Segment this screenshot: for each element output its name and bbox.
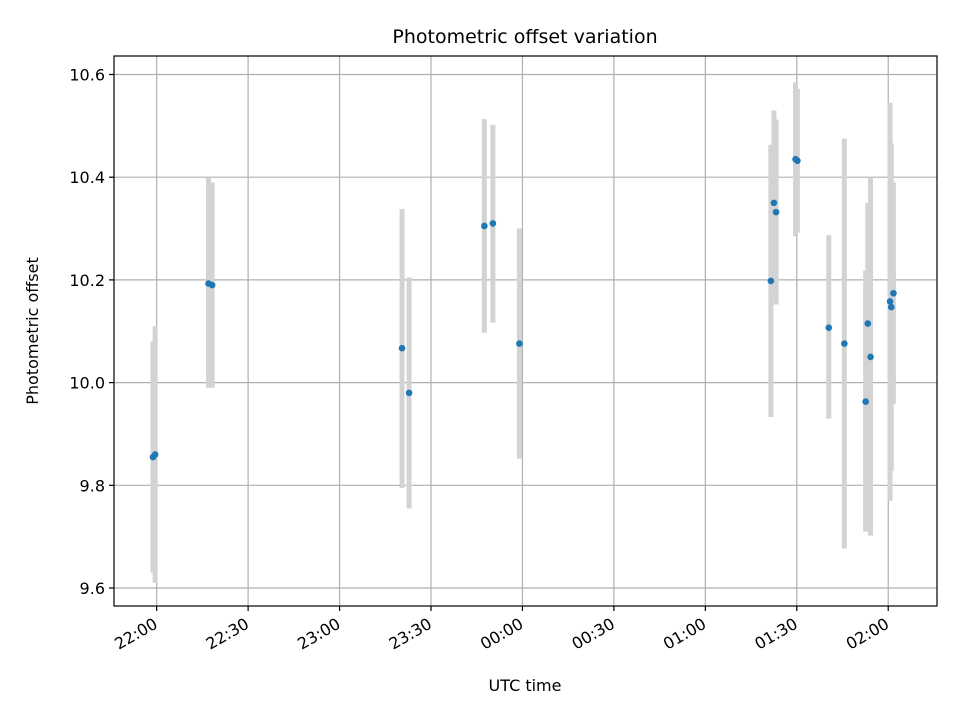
data-point <box>772 208 780 216</box>
data-point <box>767 277 775 285</box>
data-points <box>149 155 897 461</box>
data-point <box>841 340 848 347</box>
data-point <box>481 222 488 230</box>
y-tick-label: 10.4 <box>69 168 105 187</box>
data-point <box>887 303 895 311</box>
y-tick-label: 10.2 <box>69 271 105 290</box>
data-point <box>151 451 159 458</box>
data-point <box>825 324 833 331</box>
y-tick-label: 10.6 <box>69 65 105 84</box>
y-axis-ticks: 9.6 9.8 10.0 10.2 10.4 10.6 <box>69 65 114 598</box>
x-axis-label: UTC time <box>489 676 562 695</box>
data-point <box>208 281 216 289</box>
plot-area-background <box>114 56 937 606</box>
data-point <box>794 157 801 165</box>
data-point <box>405 389 413 397</box>
plot-area-frame <box>113 55 938 607</box>
data-point <box>489 220 497 227</box>
chart-title: Photometric offset variation <box>392 26 657 48</box>
y-tick-label: 9.6 <box>80 579 105 598</box>
data-point <box>862 398 869 405</box>
data-point <box>864 320 872 327</box>
data-point <box>516 340 523 347</box>
data-point <box>890 289 897 297</box>
data-point <box>398 344 406 352</box>
y-tick-label: 10.0 <box>69 374 105 393</box>
data-point <box>867 353 874 361</box>
data-point <box>886 298 894 305</box>
data-point <box>770 199 778 207</box>
y-tick-label: 9.8 <box>80 476 105 495</box>
y-axis-label: Photometric offset <box>23 257 42 405</box>
